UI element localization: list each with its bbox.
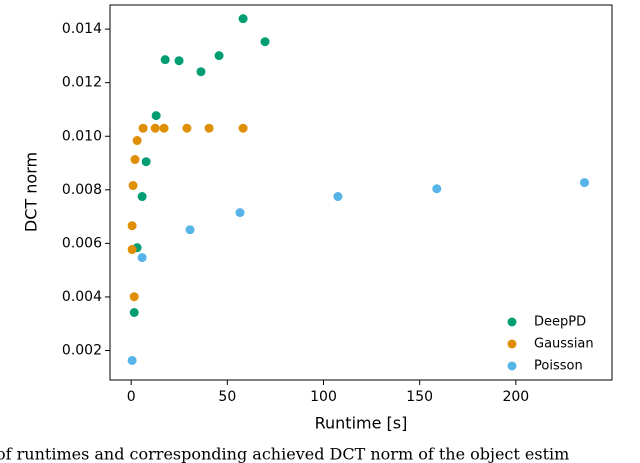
- point: [182, 123, 192, 133]
- point: [185, 225, 195, 235]
- y-tick-label: 0.010: [62, 128, 102, 144]
- y-axis-label: DCT norm: [22, 152, 41, 232]
- point: [137, 192, 147, 202]
- point: [127, 245, 137, 255]
- point: [132, 136, 142, 146]
- point: [159, 123, 169, 133]
- y-tick-label: 0.006: [62, 235, 102, 251]
- legend-marker: [507, 361, 517, 371]
- point: [160, 55, 170, 65]
- point: [127, 221, 137, 231]
- point: [151, 111, 161, 121]
- y-tick-label: 0.014: [62, 21, 102, 37]
- caption: of runtimes and corresponding achieved D…: [0, 445, 569, 463]
- point: [129, 308, 139, 317]
- x-tick-label: 100: [310, 389, 337, 405]
- point: [579, 178, 589, 188]
- y-tick-label: 0.002: [62, 343, 102, 359]
- x-tick-label: 200: [502, 389, 529, 405]
- point: [235, 208, 245, 218]
- point: [333, 192, 343, 202]
- point: [137, 253, 147, 263]
- point: [432, 184, 442, 194]
- point: [127, 355, 137, 365]
- point: [174, 56, 184, 66]
- legend-marker: [507, 339, 517, 349]
- point: [130, 155, 140, 165]
- x-tick-label: 0: [127, 389, 136, 405]
- point: [150, 123, 160, 133]
- plot-frame: [109, 4, 613, 381]
- legend-marker: [507, 317, 517, 327]
- point: [238, 123, 248, 133]
- point: [238, 14, 248, 24]
- y-tick-label: 0.004: [62, 289, 102, 305]
- point: [138, 123, 148, 133]
- point: [129, 292, 139, 302]
- point: [204, 123, 214, 133]
- y-tick-label: 0.008: [62, 182, 102, 198]
- point: [260, 37, 270, 47]
- point: [141, 157, 151, 167]
- legend-label: Gaussian: [534, 337, 594, 352]
- point: [214, 51, 224, 61]
- point: [128, 181, 138, 191]
- legend-label: Poisson: [534, 359, 583, 374]
- point: [196, 67, 206, 77]
- x-tick-label: 50: [218, 389, 236, 405]
- legend-label: DeepPD: [534, 315, 586, 330]
- y-tick-label: 0.012: [62, 75, 102, 91]
- x-tick-label: 150: [406, 389, 433, 405]
- x-axis-label: Runtime [s]: [315, 414, 408, 433]
